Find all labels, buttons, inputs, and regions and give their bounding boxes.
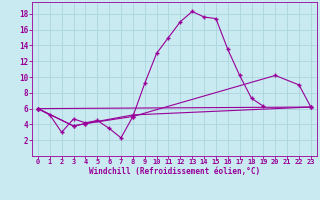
X-axis label: Windchill (Refroidissement éolien,°C): Windchill (Refroidissement éolien,°C) — [89, 167, 260, 176]
